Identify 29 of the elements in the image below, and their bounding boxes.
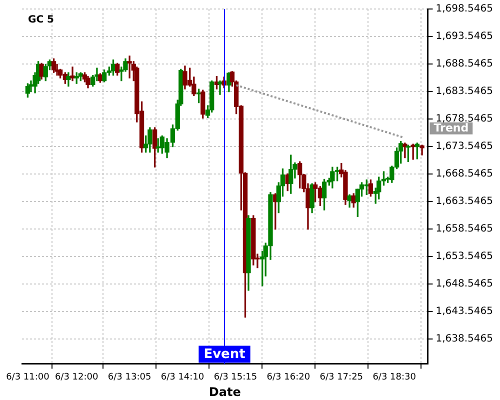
x-tick-label: 6/3 14:10: [160, 372, 204, 383]
candlestick: [402, 142, 408, 158]
y-tick-label: 1,643.5465: [436, 306, 494, 318]
candlestick: [218, 80, 222, 95]
x-tick-label: 6/3 12:00: [54, 372, 98, 383]
x-tick-label: 6/3 16:20: [266, 372, 310, 383]
y-tick-label: 1,693.5465: [436, 31, 494, 42]
x-axis-title: Date: [208, 384, 241, 399]
y-tick-label: 1,683.5465: [436, 86, 494, 98]
x-tick-label: 6/3 18:30: [372, 372, 416, 383]
text: GC 5: [28, 14, 54, 26]
candlestick: [420, 144, 424, 156]
y-tick-label: 1,668.5465: [436, 168, 494, 180]
candlestick: [127, 56, 132, 78]
y-tick-label: 1,688.5465: [436, 58, 494, 70]
y-tick-label: 1,698.5465: [436, 4, 494, 15]
text: Trend: [434, 121, 469, 134]
y-tick-label: 1,653.5465: [436, 251, 494, 262]
x-tick-label: 6/3 11:00: [6, 372, 50, 383]
x-tick-label: 6/3 13:05: [108, 372, 152, 383]
x-tick-label: 6/3 15:15: [214, 372, 258, 383]
y-tick-label: 1,663.5465: [436, 196, 494, 208]
ref-line-label: Event: [204, 347, 246, 362]
y-tick-label: 1,648.5465: [436, 278, 494, 290]
x-tick-label: 6/3 17:25: [320, 372, 364, 383]
y-tick-label: 1,638.5465: [436, 334, 494, 345]
candlestick: [70, 66, 75, 82]
y-tick-label: 1,673.5465: [436, 141, 494, 152]
y-tick-label: 1,658.5465: [436, 224, 494, 235]
